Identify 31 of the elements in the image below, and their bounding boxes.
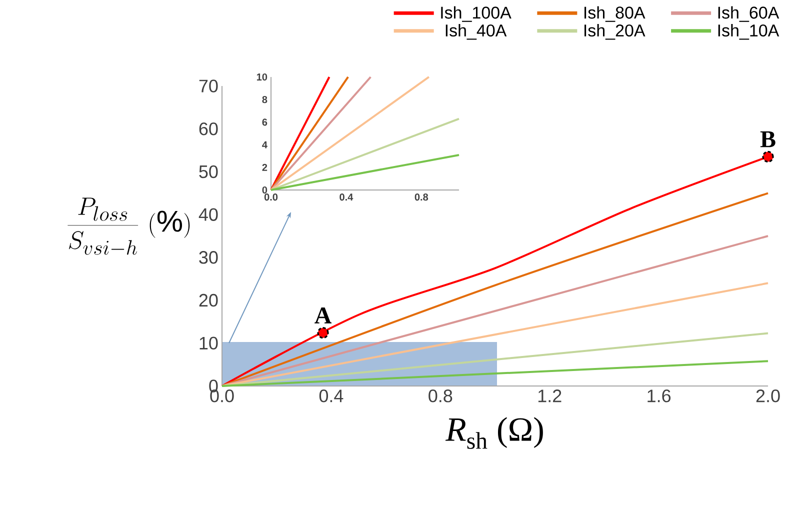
annotation: B xyxy=(760,131,776,148)
x-tick-label: 1.6 xyxy=(648,390,671,402)
y-tick-label: 10 xyxy=(256,73,268,81)
x-tick-label: 0.0 xyxy=(264,194,278,201)
legend-label: Ish_20A xyxy=(584,24,646,40)
x-tick-label: 1.2 xyxy=(538,390,562,402)
y-tick-label: 10 xyxy=(200,336,218,350)
x-tick-label: 0.4 xyxy=(340,194,354,201)
legend-label: Ish_10A xyxy=(718,24,780,40)
y-tick-label: 20 xyxy=(199,294,218,307)
y-tick-label: 60 xyxy=(199,122,218,136)
annotation: A xyxy=(314,307,332,324)
y-tick-label: 6 xyxy=(262,118,268,126)
y-tick-label: 2 xyxy=(262,164,268,171)
x-tick-label: 2.0 xyxy=(756,390,780,402)
legend-label: Ish_80A xyxy=(584,6,646,22)
y-tick-label: 50 xyxy=(199,165,218,178)
y-tick-label: 30 xyxy=(199,251,218,264)
y-tick-label: 40 xyxy=(198,208,218,221)
y-tick-label: 4 xyxy=(262,141,268,148)
x-tick-label: 0.4 xyxy=(319,390,344,402)
y-tick-label: 70 xyxy=(199,80,218,92)
legend-label: Ish_40A xyxy=(446,24,507,40)
x-axis-title: R$_{sh}$ (Ω) xyxy=(445,417,543,449)
y-axis-title: $\frac{P_{loss}}{S_{vsi-h}}\ (\%)$ xyxy=(68,198,190,255)
y-tick-label: 8 xyxy=(262,96,268,104)
legend-label: Ish_100A xyxy=(441,6,512,22)
legend-label: Ish_60A xyxy=(718,6,780,22)
y-tick-label: 0 xyxy=(262,186,268,194)
x-tick-label: 0.8 xyxy=(414,194,428,201)
x-tick-label: 0.8 xyxy=(428,390,452,402)
